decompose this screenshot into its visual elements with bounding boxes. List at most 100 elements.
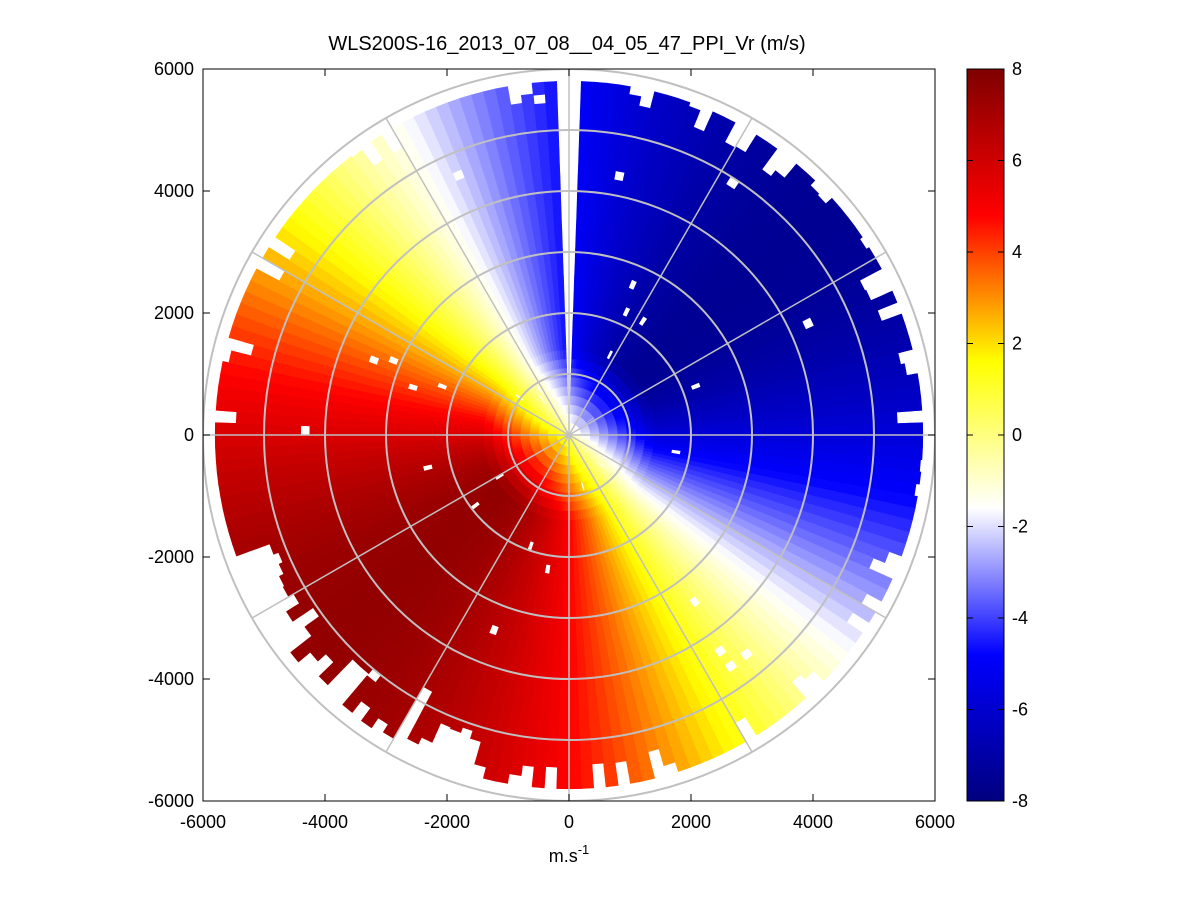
velocity-cell [843, 463, 855, 476]
velocity-cell [910, 422, 921, 436]
velocity-cell [827, 425, 838, 436]
velocity-cell [587, 701, 599, 713]
velocity-cell [577, 175, 588, 186]
velocity-cell [559, 675, 570, 686]
velocity-cell [807, 459, 819, 471]
velocity-cell [817, 407, 828, 418]
velocity-cell [546, 637, 556, 649]
velocity-cell [586, 692, 598, 704]
velocity-cell [735, 440, 747, 448]
velocity-cell [873, 434, 884, 447]
velocity-cell [568, 675, 579, 686]
velocity-cell [855, 424, 866, 436]
velocity-cell [591, 756, 604, 765]
velocity-cell [574, 267, 582, 278]
velocity-cell [419, 439, 430, 446]
velocity-cell [561, 629, 570, 640]
velocity-cell [601, 113, 615, 125]
velocity-cell [602, 104, 616, 116]
velocity-cell [546, 738, 559, 750]
velocity-cell [554, 629, 563, 640]
velocity-cell [799, 409, 810, 420]
velocity-cell [218, 458, 230, 473]
velocity-cell [891, 411, 898, 425]
velocity-cell [578, 711, 590, 722]
velocity-cell [726, 440, 737, 448]
velocity-cell [598, 718, 611, 730]
velocity-cell [613, 753, 627, 763]
velocity-cell [825, 461, 837, 473]
velocity-cell [383, 446, 394, 455]
velocity-cell [568, 584, 575, 594]
velocity-cell [799, 417, 811, 428]
velocity-cell [588, 618, 597, 630]
velocity-cell [301, 461, 313, 473]
velocity-cell [816, 398, 828, 410]
velocity-cell [816, 460, 828, 472]
velocity-cell [743, 408, 755, 417]
velocity-cell [805, 184, 820, 199]
velocity-cell [872, 412, 884, 425]
velocity-cell [588, 710, 600, 722]
velocity-cell [553, 638, 563, 649]
velocity-cell [584, 194, 595, 205]
velocity-cell [568, 629, 577, 640]
velocity-cell [410, 439, 421, 447]
velocity-cell [561, 638, 570, 649]
velocity-cell [835, 453, 847, 465]
velocity-cell [717, 418, 728, 425]
velocity-cell [662, 427, 673, 433]
velocity-cell [580, 775, 594, 786]
velocity-cell [539, 701, 551, 713]
velocity-cell [589, 627, 598, 639]
velocity-cell [328, 450, 339, 461]
velocity-cell [809, 417, 820, 427]
velocity-cell [551, 675, 561, 686]
velocity-cell [573, 583, 581, 594]
velocity-cell [798, 458, 809, 469]
velocity-cell [910, 434, 921, 448]
plot-area: -6000 -4000 -2000 0 2000 4000 6000 60004000200… [148, 59, 955, 832]
velocity-cell [273, 454, 285, 467]
velocity-cell [891, 434, 902, 447]
velocity-cell [437, 438, 448, 445]
velocity-cell [545, 757, 559, 768]
velocity-cell [594, 682, 606, 694]
velocity-cell [601, 745, 615, 757]
velocity-cell [825, 397, 837, 409]
velocity-cell [547, 729, 560, 741]
velocity-cell [455, 438, 466, 444]
velocity-cell [580, 81, 595, 86]
velocity-cell [572, 556, 579, 567]
velocity-cell [574, 592, 582, 603]
velocity-cell [559, 684, 570, 695]
velocity-cell [617, 84, 631, 90]
velocity-cell [677, 98, 691, 106]
velocity-cell [410, 445, 421, 452]
velocity-cell [800, 426, 811, 436]
velocity-cell [545, 646, 555, 658]
velocity-cell [274, 464, 286, 477]
velocity-cell [578, 720, 590, 732]
velocity-cell [852, 226, 863, 240]
velocity-cell [568, 574, 575, 585]
velocity-cell [799, 442, 811, 453]
velocity-cell [573, 285, 580, 296]
velocity-cell [598, 140, 611, 152]
velocity-cell [832, 386, 845, 398]
velocity-cell [556, 601, 564, 613]
velocity-cell [532, 682, 544, 694]
velocity-cell [905, 482, 917, 497]
velocity-cell [337, 450, 348, 460]
velocity-cell [836, 434, 847, 446]
velocity-cell [568, 776, 582, 787]
velocity-cell [726, 422, 737, 430]
velocity-cell [852, 393, 864, 406]
velocity-cell [772, 427, 783, 436]
velocity-cell [578, 129, 591, 141]
velocity-cell [338, 457, 349, 468]
velocity-cell [568, 730, 580, 741]
velocity-cell [578, 148, 590, 159]
velocity-cell [588, 719, 601, 731]
velocity-cell [590, 747, 604, 758]
